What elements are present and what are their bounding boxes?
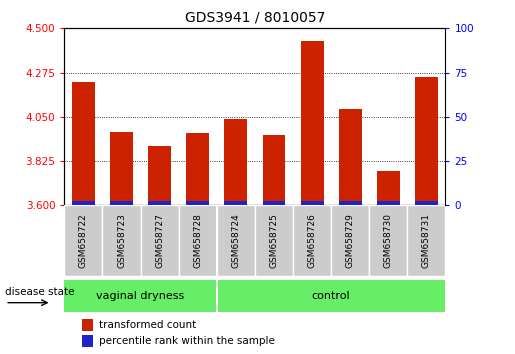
- Bar: [110, 201, 133, 205]
- Bar: [225, 119, 247, 205]
- Bar: [217, 280, 445, 312]
- Bar: [110, 132, 133, 205]
- Text: percentile rank within the sample: percentile rank within the sample: [99, 336, 275, 346]
- Bar: [72, 201, 95, 205]
- Bar: [263, 135, 285, 205]
- Bar: [186, 132, 209, 205]
- Bar: [301, 41, 323, 205]
- Bar: [415, 201, 438, 205]
- Bar: [407, 205, 445, 276]
- Bar: [255, 205, 293, 276]
- Text: GSM658730: GSM658730: [384, 213, 393, 268]
- Text: vaginal dryness: vaginal dryness: [96, 291, 185, 301]
- Text: GSM658729: GSM658729: [346, 213, 355, 268]
- Bar: [148, 201, 171, 205]
- Bar: [82, 335, 93, 347]
- Text: GSM658731: GSM658731: [422, 213, 431, 268]
- Text: disease state: disease state: [5, 287, 75, 297]
- Bar: [225, 201, 247, 205]
- Bar: [369, 205, 407, 276]
- Bar: [64, 205, 102, 276]
- Bar: [339, 201, 362, 205]
- Text: GSM658725: GSM658725: [269, 213, 279, 268]
- Bar: [293, 205, 331, 276]
- Text: GSM658727: GSM658727: [155, 213, 164, 268]
- Bar: [217, 205, 255, 276]
- Text: GSM658722: GSM658722: [79, 213, 88, 268]
- Bar: [339, 109, 362, 205]
- Text: GSM658723: GSM658723: [117, 213, 126, 268]
- Bar: [377, 201, 400, 205]
- Bar: [415, 78, 438, 205]
- Bar: [141, 205, 179, 276]
- Bar: [301, 201, 323, 205]
- Text: GSM658726: GSM658726: [307, 213, 317, 268]
- Bar: [186, 201, 209, 205]
- Bar: [331, 205, 369, 276]
- Title: GDS3941 / 8010057: GDS3941 / 8010057: [185, 10, 325, 24]
- Bar: [72, 82, 95, 205]
- Bar: [263, 201, 285, 205]
- Text: control: control: [312, 291, 350, 301]
- Bar: [102, 205, 141, 276]
- Text: transformed count: transformed count: [99, 320, 196, 330]
- Bar: [377, 171, 400, 205]
- Bar: [179, 205, 217, 276]
- Text: GSM658728: GSM658728: [193, 213, 202, 268]
- Text: GSM658724: GSM658724: [231, 213, 241, 268]
- Bar: [64, 280, 217, 312]
- Bar: [148, 146, 171, 205]
- Bar: [82, 319, 93, 331]
